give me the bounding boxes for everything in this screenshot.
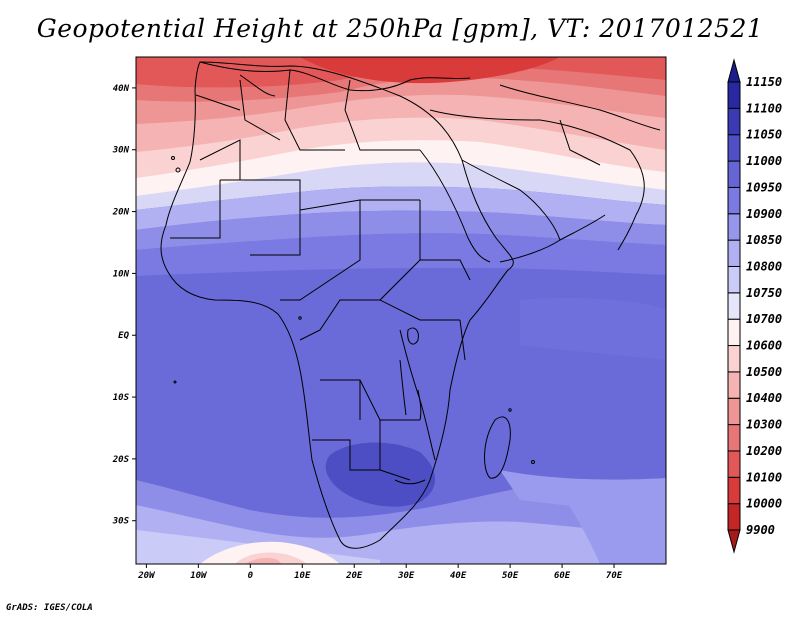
colorbar-label: 10700 xyxy=(746,312,782,326)
colorbar-swatch xyxy=(727,265,741,294)
colorbar-label: 9900 xyxy=(746,523,775,537)
colorbar-label: 10850 xyxy=(746,233,782,247)
colorbar-swatch xyxy=(727,424,741,452)
y-tick-label: 20N xyxy=(112,208,130,218)
colorbar-swatch xyxy=(727,134,741,162)
colorbar-swatch xyxy=(727,397,741,426)
colorbar-label: 10300 xyxy=(746,418,782,432)
x-tick-label: 60E xyxy=(554,571,571,581)
colorbar-label: 11000 xyxy=(746,154,782,168)
colorbar-min-triangle xyxy=(727,529,741,554)
colorbar-swatch xyxy=(727,503,741,531)
colorbar-swatch xyxy=(727,292,741,320)
x-tick-label: 10W xyxy=(190,571,208,581)
colorbar: 9900 10000 10100 10200 10300 10400 10500 10600 1… xyxy=(727,58,782,554)
x-axis: 20W 10W 0 10E 20E 30E 40E 50E 60E 70E xyxy=(137,564,623,581)
x-tick-label: 50E xyxy=(502,571,519,581)
grads-credit: GrADS: IGES/COLA xyxy=(6,603,93,613)
y-tick-label: 40N xyxy=(113,84,130,94)
colorbar-label: 10750 xyxy=(746,286,782,300)
colorbar-label: 10200 xyxy=(746,444,782,458)
x-tick-label: 0 xyxy=(248,571,254,581)
colorbar-label: 11050 xyxy=(746,128,782,142)
colorbar-swatch xyxy=(727,160,741,188)
x-tick-label: 20W xyxy=(137,571,156,581)
y-tick-label: 30S xyxy=(112,517,130,527)
chart-title: Geopotential Height at 250hPa [gpm], VT:… xyxy=(36,14,764,43)
x-tick-label: 10E xyxy=(294,571,311,581)
colorbar-max-triangle xyxy=(727,58,741,83)
coastlines xyxy=(160,61,661,549)
colorbar-swatch xyxy=(727,345,741,373)
x-tick-label: 40E xyxy=(450,571,467,581)
colorbar-label: 10100 xyxy=(746,470,782,484)
colorbar-label: 11150 xyxy=(746,75,782,89)
y-tick-label: 10S xyxy=(113,393,130,403)
y-tick-label: 20S xyxy=(112,455,130,465)
height-field xyxy=(136,57,666,564)
colorbar-swatch xyxy=(727,318,741,347)
x-tick-label: 70E xyxy=(606,571,623,581)
colorbar-swatch xyxy=(727,107,741,136)
colorbar-label: 10950 xyxy=(746,180,782,194)
colorbar-label: 11100 xyxy=(746,101,782,115)
colorbar-label: 10400 xyxy=(746,391,782,405)
colorbar-label: 10800 xyxy=(746,259,782,273)
colorbar-label: 10600 xyxy=(746,339,782,353)
map-frame xyxy=(135,56,667,565)
colorbar-swatch xyxy=(727,450,741,478)
y-axis: 40N 30N 20N 10N EQ 10S 20S 30S xyxy=(112,84,136,527)
colorbar-label: 10900 xyxy=(746,207,782,221)
colorbar-swatch xyxy=(727,476,741,505)
colorbar-swatch xyxy=(727,213,741,241)
colorbar-swatch xyxy=(727,81,741,109)
colorbar-swatch xyxy=(727,186,741,215)
y-tick-label: 30N xyxy=(112,146,130,156)
colorbar-label: 10000 xyxy=(746,497,782,511)
x-tick-label: 30E xyxy=(397,571,415,581)
colorbar-label: 10500 xyxy=(746,365,782,379)
y-tick-label: EQ xyxy=(118,331,129,341)
x-tick-label: 20E xyxy=(345,571,363,581)
colorbar-swatch xyxy=(727,239,741,267)
colorbar-swatch xyxy=(727,371,741,399)
y-tick-label: 10N xyxy=(113,269,130,279)
